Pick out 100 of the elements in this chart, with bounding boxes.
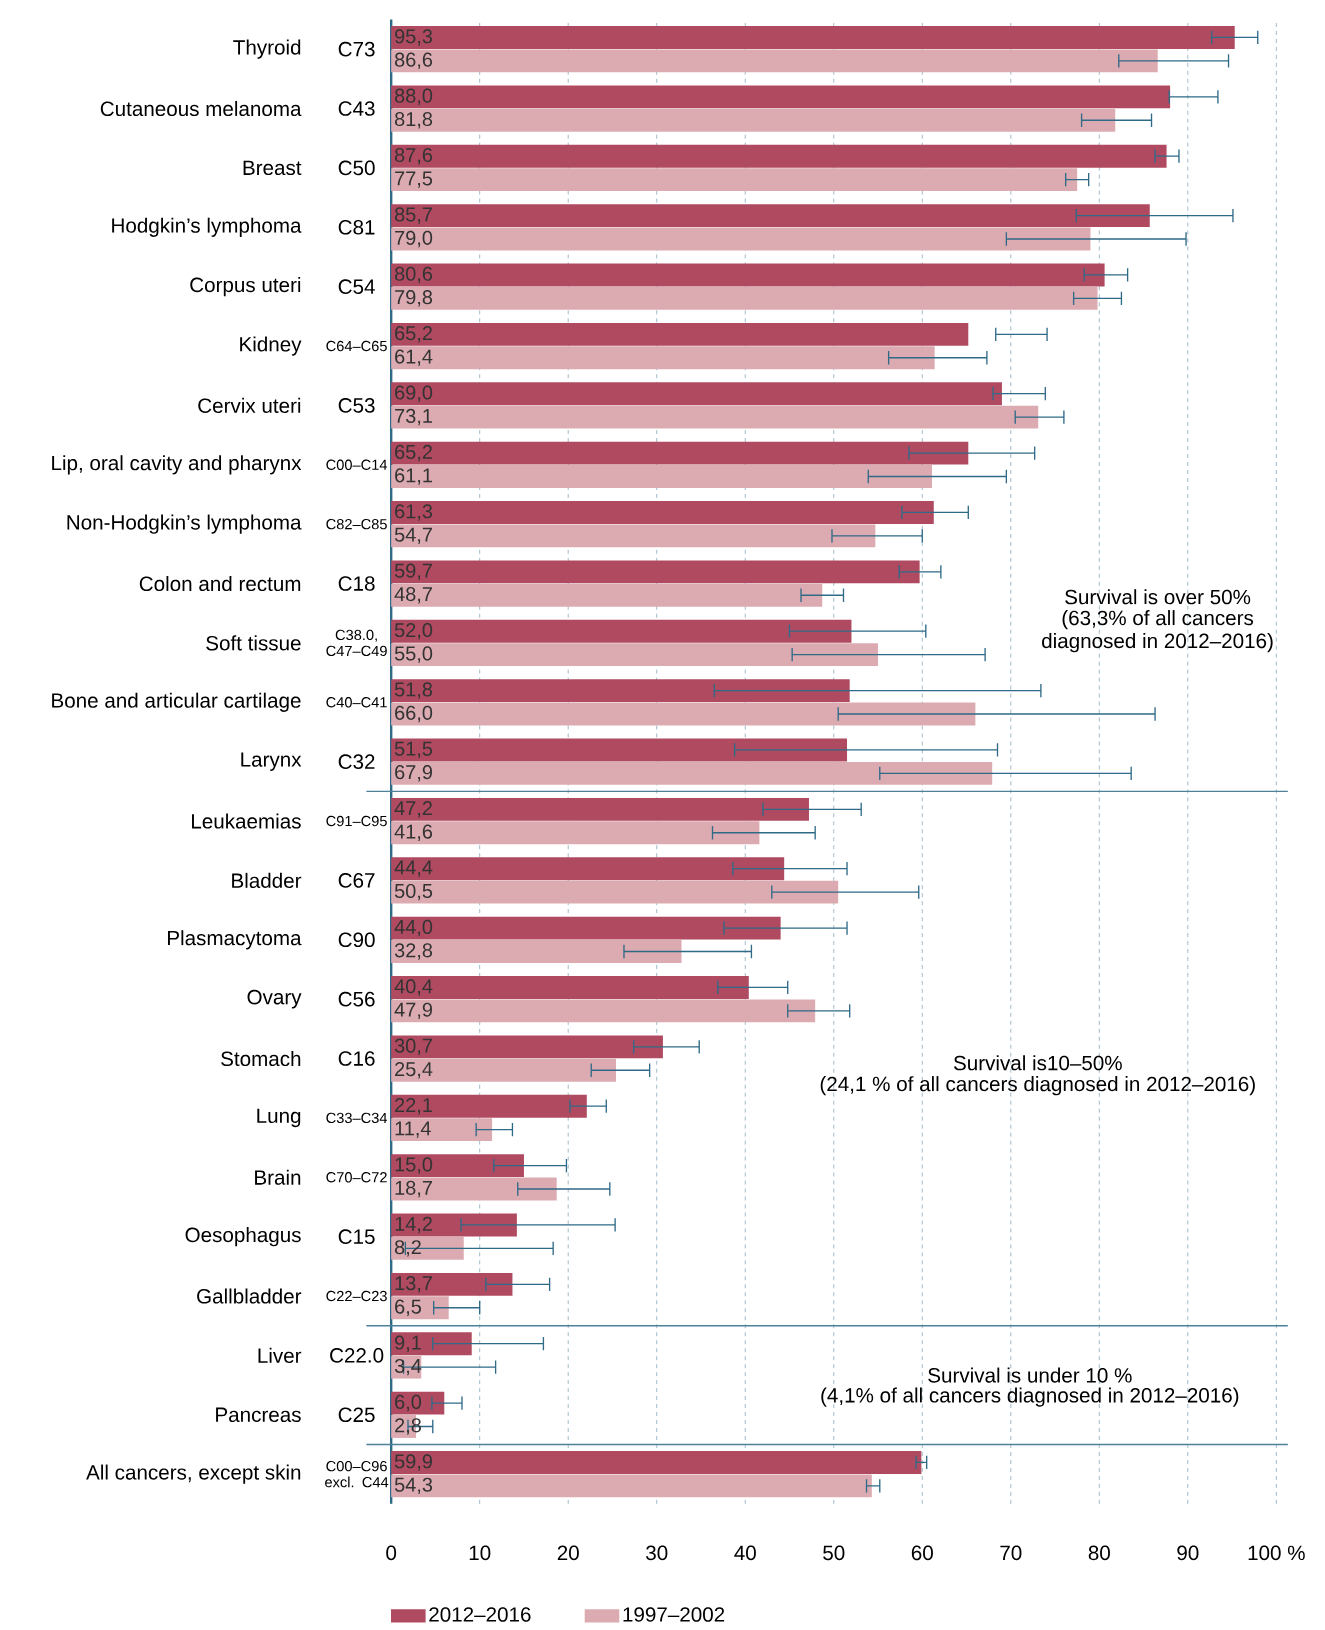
y-tick-label: Colon and rectum [139,575,301,592]
bar [391,1058,616,1082]
text: C50 [338,160,375,176]
y-tick-label: Kidney [240,336,302,356]
x-tick-label: 60 [911,1545,933,1561]
y-tick-label: Gallbladder [197,1288,302,1304]
annotation: diagnosed in 2012–2016) [1041,633,1273,653]
bar [391,263,1105,287]
text: C40–C41 [326,697,387,708]
data-label: 44,0 [394,919,433,937]
y-tick-label: Hodgkin’s lymphoma [112,217,302,237]
data-label: 40,4 [394,979,433,996]
x-tick-label: 20 [557,1545,579,1561]
y-tick-label: Bladder [232,872,302,888]
bar [391,940,682,963]
bar [391,501,934,524]
legend-label: 1997–2002 [623,1607,725,1622]
bar [391,441,969,465]
y-tick-label: Stomach [220,1050,301,1067]
bar [391,1177,557,1201]
bar [391,1296,449,1320]
data-label: 25,4 [395,1062,433,1079]
y-tick-label: Leukaemias [191,813,301,829]
data-label: 65,2 [395,444,432,462]
y-tick-label: Thyroid [233,39,301,59]
data-label: 54,3 [394,1477,432,1495]
data-label: 69,0 [395,385,433,402]
text: C33–C34 [326,1112,387,1124]
x-tick-label: 70 [1000,1545,1022,1561]
data-label: 54,7 [394,527,432,545]
text: C43 [338,101,375,116]
data-label: 65,2 [395,326,432,343]
bar [391,108,1116,132]
data-label: 15,0 [395,1157,433,1174]
data-label: 61,3 [395,504,432,521]
y-tick-label: Non-Hodgkin’s lymphoma [67,514,302,534]
data-label: 80,6 [394,266,432,284]
data-label: 51,8 [394,682,432,699]
data-label: 85,7 [394,207,432,224]
bar [391,382,1002,406]
y-tick-label: Breast [243,160,302,176]
data-label: 51,5 [394,741,433,759]
data-label: 59,7 [394,563,432,581]
annotation: Survival is10–50% [953,1055,1122,1071]
y-tick-label: All cancers, except skin [85,1464,301,1484]
text: C73 [338,41,375,57]
bar [391,999,816,1023]
x-tick-label: 10 [469,1545,491,1561]
bar [391,761,993,785]
data-label: 32,8 [394,943,432,960]
bar [391,1035,663,1059]
bar [391,1272,513,1296]
data-label: 61,4 [395,349,433,366]
bar [391,1154,524,1178]
y-tick-label: Cutaneous melanoma [100,100,302,117]
data-label: 67,9 [395,765,432,782]
text: C32 [338,754,375,769]
bar [391,702,976,726]
annotation: (24,1 % of all cancers diagnosed in 2012–2016) [820,1076,1255,1096]
data-label: 48,7 [394,587,432,604]
bar [391,286,1098,310]
y-tick-label: Ovary [247,989,302,1009]
y-tick-label: Cervix uteri [198,397,301,413]
y-tick-label: Lung [257,1108,301,1128]
bar [391,821,760,845]
bar [391,49,1158,73]
data-label: 81,8 [394,112,432,129]
data-label: 87,6 [394,147,432,165]
x-tick-label: 80 [1088,1545,1110,1561]
bar [391,1474,872,1498]
data-label: 13,7 [395,1276,432,1293]
data-label: 73,1 [395,408,432,426]
data-label: 9,1 [394,1335,421,1352]
bar [391,144,1167,168]
bar [391,797,809,821]
bar [391,560,920,584]
text: C22.0 [330,1348,384,1363]
data-label: 61,1 [395,468,432,485]
text: C15 [338,1229,375,1244]
text: C53 [338,398,375,413]
text: C70–C72 [326,1172,387,1183]
data-label: 88,0 [394,88,433,106]
bar [391,204,1150,228]
text: C16 [338,1051,375,1066]
y-tick-label: Plasmacytoma [167,930,302,950]
bar [391,976,749,999]
bar [391,405,1039,429]
bar [391,1451,922,1474]
y-tick-label: Corpus uteri [190,277,301,297]
bar [391,583,823,607]
data-label: 11,4 [395,1121,431,1138]
bar [391,168,1078,192]
data-label: 86,6 [394,52,432,70]
data-label: 50,5 [394,883,433,901]
data-label: 41,6 [394,824,432,841]
bar [391,1332,472,1356]
bar [391,524,876,548]
text: C90 [338,932,375,948]
x-tick-label: 40 [734,1545,756,1561]
data-label: 47,9 [394,1002,432,1020]
